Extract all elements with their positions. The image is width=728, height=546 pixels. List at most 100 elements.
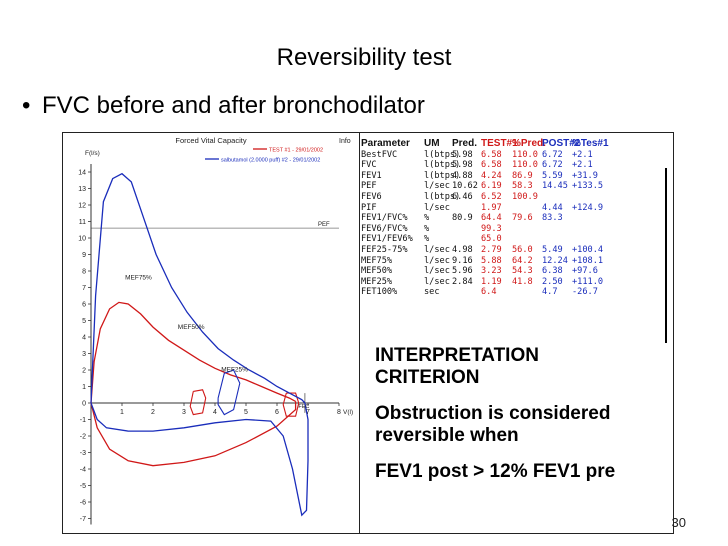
table-row: MEF50% l/sec 5.96 3.23 54.3 6.38 +97.6 [361, 266, 673, 277]
table-cell: FVC [361, 160, 377, 171]
table-cell: FET100% [361, 287, 398, 298]
table-row: FET100% sec 6.4 4.7 -26.7 [361, 287, 673, 298]
table-cell: l/sec [424, 244, 450, 255]
table-cell: 2.79 [481, 244, 502, 255]
table-cell: 12.24 [542, 255, 568, 266]
table-cell: l(btps) [424, 170, 461, 181]
table-cell: 2.84 [452, 276, 473, 287]
table-cell: 1.97 [481, 202, 502, 213]
x-axis-label: V(l) [343, 409, 353, 416]
table-cell: 10.62 [452, 181, 478, 192]
table-cell: +2.1 [572, 160, 593, 171]
spirometry-report: 14 13 12 11 10 9 8 7 6 5 4 3 2 1 0 -1 -2 -3 -4 -5 -6 -7 1 2 3 4 5 6… [62, 132, 674, 534]
table-header-cell: %Pred. [512, 138, 546, 149]
fev1-marker-line [665, 168, 667, 343]
table-cell: 2.50 [542, 276, 563, 287]
annotation-mef75: MEF75% [125, 274, 152, 281]
y-tick-label: -5 [80, 483, 86, 490]
legend-post: salbutamol (2.0000 puff) #2 - 29/01/2002 [221, 158, 320, 164]
table-header-cell: POST#2 [542, 138, 581, 149]
y-tick-label: 12 [78, 203, 86, 210]
table-row: PIF l/sec 1.97 4.44 +124.9 [361, 203, 673, 214]
table-cell: +31.9 [572, 170, 598, 181]
series-post-expiratory [90, 172, 306, 404]
y-tick-label: 3 [82, 351, 86, 358]
table-cell: 4.7 [542, 287, 558, 298]
table-cell: l(btps) [424, 191, 461, 202]
y-tick-label: 14 [78, 170, 86, 177]
table-row: FEV1 l(btps) 4.88 4.24 86.9 5.59 +31.9 [361, 171, 673, 182]
table-cell: +2.1 [572, 149, 593, 160]
table-cell: 6.19 [481, 181, 502, 192]
chart-title: Forced Vital Capacity [175, 136, 246, 145]
table-cell: PEF [361, 181, 377, 192]
table-cell: 9.16 [452, 255, 473, 266]
table-cell: 14.45 [542, 181, 568, 192]
y-tick-label: -2 [80, 434, 86, 441]
series-post-inspiratory [90, 402, 309, 517]
table-row: FEV1/FEV6%% 65.0 [361, 234, 673, 245]
legend-test1: TEST #1 - 29/01/2002 [269, 148, 323, 154]
table-row: PEF l/sec 10.62 6.19 58.3 14.45 +133.5 [361, 181, 673, 192]
table-cell: 64.4 [481, 213, 502, 224]
table-row: MEF25% l/sec 2.84 1.19 41.8 2.50 +111.0 [361, 277, 673, 288]
table-cell: 4.98 [452, 244, 473, 255]
table-cell: +97.6 [572, 266, 598, 277]
table-cell: 5.59 [542, 170, 563, 181]
x-tick-label: 5 [244, 409, 248, 416]
table-row: FEV6/FVC%% 99.3 [361, 224, 673, 235]
table-cell: 6.72 [542, 160, 563, 171]
y-tick-label: -4 [80, 467, 86, 474]
table-cell: 1.19 [481, 276, 502, 287]
table-cell: 83.3 [542, 213, 563, 224]
series-test1-loop-1 [282, 392, 300, 417]
series-post-loop-0 [217, 369, 241, 416]
y-tick-label: 0 [82, 401, 86, 408]
table-cell: 4.24 [481, 170, 502, 181]
slide-title: Reversibility test [276, 44, 452, 71]
table-header: Parameter UM Pred. TEST#1 %Pred. POST#2 %Tes#1 [361, 138, 673, 150]
table-cell: FEF25-75% [361, 244, 408, 255]
table-cell: 5.88 [481, 255, 502, 266]
table-cell: % [424, 223, 430, 234]
y-tick-label: 1 [82, 384, 86, 391]
table-cell: +100.4 [572, 244, 604, 255]
table-cell: MEF75% [361, 255, 393, 266]
table-cell: 64.2 [512, 255, 533, 266]
table-cell: 110.0 [512, 160, 538, 171]
table-cell: +108.1 [572, 255, 604, 266]
y-tick-label: 10 [78, 236, 86, 243]
table-cell: -26.7 [572, 287, 598, 298]
table-cell: PIF [361, 202, 377, 213]
table-row: FVC l(btps) 5.98 6.58 110.0 6.72 +2.1 [361, 160, 673, 171]
y-tick-label: -6 [80, 500, 86, 507]
table-cell: l/sec [424, 276, 450, 287]
table-cell: 86.9 [512, 170, 533, 181]
table-cell: 100.9 [512, 191, 538, 202]
table-header-cell: TEST#1 [481, 138, 518, 149]
table-row: FEV1/FVC%% 80.9 64.4 79.6 83.3 [361, 213, 673, 224]
table-row: FEV6 l(btps) 6.46 6.52 100.9 [361, 192, 673, 203]
table-row: FEF25-75% l/sec 4.98 2.79 56.0 5.49 +100.4 [361, 245, 673, 256]
x-tick-label: 7 [306, 409, 310, 416]
bullet-text: FVC before and after bronchodilator [42, 92, 425, 119]
table-cell: 6.72 [542, 149, 563, 160]
table-cell: FEV6/FVC% [361, 223, 408, 234]
bullet-symbol: • [22, 92, 31, 119]
criterion-text-1: Obstruction is considered [375, 403, 611, 424]
table-header-cell: UM [424, 138, 440, 149]
table-header-cell: %Tes#1 [572, 138, 609, 149]
x-tick-label: 6 [275, 409, 279, 416]
criterion-title: CRITERION [375, 367, 480, 388]
table-cell: 99.3 [481, 223, 502, 234]
panel-divider [359, 133, 360, 533]
y-tick-label: 11 [79, 219, 86, 226]
table-cell: 79.6 [512, 213, 533, 224]
table-cell: 80.9 [452, 213, 473, 224]
x-tick-label: 2 [151, 409, 155, 416]
table-cell: 5.98 [452, 149, 473, 160]
table-cell: FEV1/FEV6% [361, 234, 413, 245]
table-cell: MEF50% [361, 266, 393, 277]
table-cell: l/sec [424, 255, 450, 266]
